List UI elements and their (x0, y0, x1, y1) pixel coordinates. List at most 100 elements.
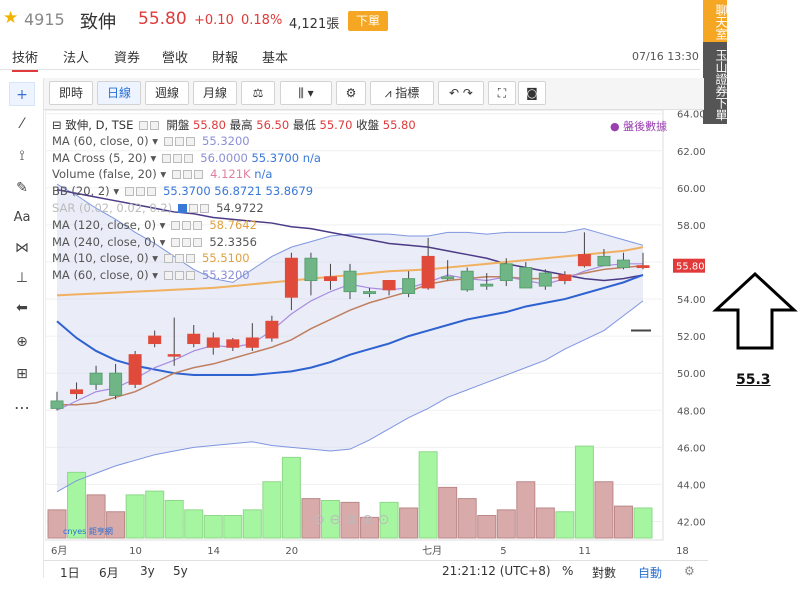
tab-basics[interactable]: 基本 (262, 51, 289, 66)
chart-nav-controls[interactable]: ⊙ ⊖ ⊚ ⊕ ⊙ (313, 512, 389, 528)
price-chart[interactable]: 64.0062.0060.0058.0056.0054.0052.0050.00… (44, 109, 707, 560)
legend-bb-value3: 53.8679 (265, 184, 314, 198)
candle-body (265, 320, 279, 339)
legend-macross-value2: 55.3700 (251, 151, 300, 165)
legend-volume[interactable]: Volume (false, 20) ▾ 4.121K n/a (52, 167, 273, 181)
undo-redo-icon[interactable]: ↶ ↷ (438, 81, 484, 105)
x-tick-label: 5 (500, 546, 506, 557)
indicators-button[interactable]: ⩘ 指標 (370, 81, 434, 105)
volume-bar (613, 505, 633, 539)
order-button[interactable]: 下單 (348, 11, 388, 31)
eye-icon[interactable] (139, 121, 149, 130)
legend-ma60b[interactable]: MA (60, close, 0) ▾ 55.3200 (52, 268, 250, 282)
legend-title-row: ⊟ 致伸, D, TSE 開盤 55.80 最高 56.50 最低 55.70 … (52, 117, 416, 133)
legend-bb[interactable]: BB (20, 2) ▾ 55.3700 56.8721 53.8679 (52, 184, 314, 198)
legend-ma240[interactable]: MA (240, close, 0) ▾ 52.3356 (52, 235, 257, 249)
fib-icon[interactable]: ⟟ (19, 148, 25, 164)
collapse-icon[interactable]: ⊟ (52, 118, 66, 132)
interval-monthly[interactable]: 月線 (193, 81, 237, 105)
legend-ma60[interactable]: MA (60, close, 0) ▾ 55.3200 (52, 134, 250, 148)
legend-ma10[interactable]: MA (10, close, 0) ▾ 55.5100 (52, 251, 250, 265)
zoom-out-icon[interactable]: ⊖ (329, 512, 341, 528)
chat-room-button[interactable]: 聊天室 (703, 0, 728, 42)
candle-body (323, 276, 337, 282)
trend-line-icon[interactable]: ⁄ (20, 116, 24, 132)
tab-margin[interactable]: 資券 (114, 51, 141, 66)
volume-bar (574, 445, 594, 539)
auto-scale-toggle[interactable]: 自動 (638, 566, 663, 580)
annotation-value: 55.3 (736, 372, 771, 388)
interval-weekly[interactable]: 週線 (145, 81, 189, 105)
scroll-right-icon[interactable]: ⊙ (377, 512, 390, 528)
legend-sar[interactable]: SAR (0.02, 0.02, 0.2) 54.9722 (52, 201, 264, 215)
legend-sar-label: SAR (0.02, 0.02, 0.2) (52, 201, 173, 215)
price-tag-label: 55.80 (676, 262, 705, 273)
compare-scale-icon[interactable]: ⚖ (241, 81, 275, 105)
fullscreen-icon[interactable]: ⛶ (488, 81, 516, 105)
measure-icon[interactable]: ⊥ (15, 270, 29, 286)
legend-macross[interactable]: MA Cross (5, 20) ▾ 56.0000 55.3700 n/a (52, 151, 321, 165)
text-tool-icon[interactable]: Aa (13, 210, 31, 225)
zoom-icon[interactable]: ⊕ (16, 334, 28, 350)
reset-icon[interactable]: ⊚ (345, 512, 358, 528)
legend-bb-value2: 56.8721 (214, 184, 262, 198)
range-6m[interactable]: 6月 (99, 566, 119, 580)
legend-ma60-value: 55.3200 (202, 134, 250, 148)
volume-bar (184, 509, 204, 539)
candle-body (597, 255, 611, 267)
tab-technical[interactable]: 技術 (12, 47, 39, 72)
volume-bar (301, 498, 321, 539)
y-tick-label: 42.00 (677, 517, 705, 528)
high-label: 最高 (229, 118, 253, 132)
settings-icon[interactable] (150, 121, 160, 130)
range-3y[interactable]: 3y (140, 564, 155, 578)
volume-bar (223, 515, 243, 539)
candle-body (226, 339, 240, 348)
clock: 21:21:12 (UTC+8) (442, 564, 551, 578)
tab-financials[interactable]: 財報 (212, 51, 239, 66)
tab-revenue[interactable]: 營收 (162, 51, 189, 66)
volume-bar (418, 451, 438, 539)
more-icon[interactable]: ⋯ (14, 398, 30, 417)
low-label: 最低 (292, 118, 316, 132)
legend-bb-label: BB (20, 2) (52, 184, 110, 198)
ruler-icon[interactable]: ⊞ (16, 366, 28, 382)
interval-realtime[interactable]: 即時 (49, 81, 93, 105)
up-arrow-icon (712, 271, 798, 350)
volume-bar (164, 500, 184, 539)
broker-order-button[interactable]: 玉山證券下單 (703, 42, 728, 124)
zoom-in-icon[interactable]: ⊕ (361, 512, 374, 528)
brush-icon[interactable]: ✎ (16, 180, 28, 196)
camera-icon[interactable]: ◙ (518, 81, 546, 105)
chart-type-icon[interactable]: ⫼ ▾ (280, 81, 332, 105)
crosshair-icon[interactable]: + (9, 82, 35, 106)
bb-upper-line (56, 183, 644, 283)
legend-ma120[interactable]: MA (120, close, 0) ▾ 58.7642 (52, 218, 257, 232)
legend-ma10-label: MA (10, close, 0) (52, 251, 149, 265)
close-label: 收盤 (356, 118, 380, 132)
last-price: 55.80 (138, 9, 187, 29)
pattern-icon[interactable]: ⋈ (15, 240, 29, 256)
volume-bar (360, 516, 380, 539)
settings-icon[interactable]: ⚙ (684, 564, 695, 578)
volume-bar (399, 507, 419, 539)
interval-daily[interactable]: 日線 (97, 81, 141, 105)
log-toggle[interactable]: 對數 (592, 566, 617, 580)
tab-institutional[interactable]: 法人 (63, 51, 90, 66)
scroll-left-icon[interactable]: ⊙ (313, 512, 325, 528)
volume-bar (633, 507, 653, 539)
candle-body (206, 337, 220, 348)
volume-bar (496, 509, 516, 539)
range-1d[interactable]: 1日 (60, 566, 80, 580)
candle-body (460, 270, 474, 291)
percent-toggle[interactable]: % (562, 564, 574, 578)
y-tick-label: 48.00 (677, 406, 705, 417)
favorite-star-icon[interactable]: ★ (3, 8, 19, 28)
after-hours-toggle[interactable]: ● 盤後數據 (610, 120, 668, 133)
price-tag (673, 258, 707, 273)
range-5y[interactable]: 5y (173, 564, 188, 578)
candle-body (519, 267, 533, 289)
arrow-left-icon[interactable]: ⬅ (16, 300, 28, 316)
settings-gear-icon[interactable]: ⚙ (336, 81, 366, 105)
candle-body (148, 335, 162, 345)
